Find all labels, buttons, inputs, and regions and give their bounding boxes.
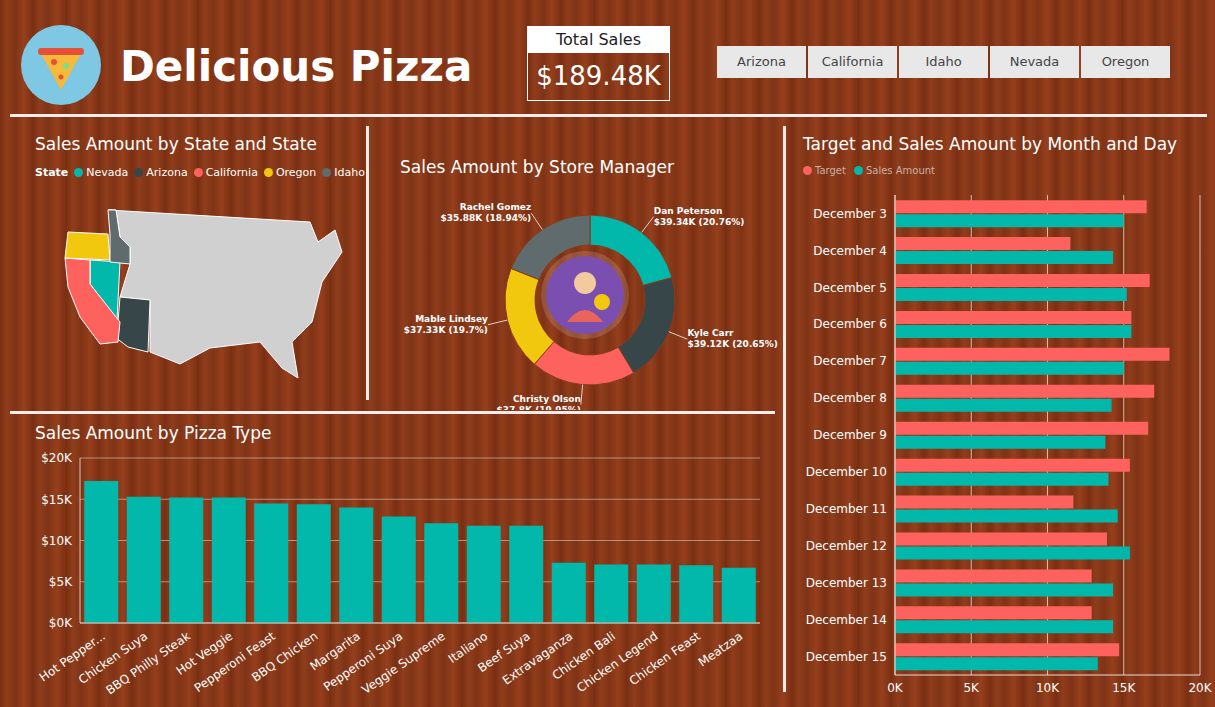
- svg-text:December 4: December 4: [813, 244, 887, 258]
- svg-text:5K: 5K: [963, 681, 980, 695]
- html-text:Target and Sales Amount by Mon: Target and Sales Amount by Month and Day: [803, 134, 1178, 154]
- svg-text:Christy Olson$37.8K (19.95%): Christy Olson$37.8K (19.95%): [497, 394, 581, 410]
- html-text:Arizona: Arizona: [737, 54, 786, 69]
- svg-text:BBQ Chicken: BBQ Chicken: [249, 629, 320, 685]
- svg-text:Hot Veggie: Hot Veggie: [173, 629, 236, 678]
- svg-text:10K: 10K: [1036, 681, 1060, 695]
- svg-text:December 11: December 11: [806, 502, 887, 516]
- svg-text:$15K: $15K: [41, 493, 73, 507]
- svg-text:Meatzaa: Meatzaa: [696, 629, 746, 670]
- svg-text:Mable Lindsey$37.33K (19.7%): Mable Lindsey$37.33K (19.7%): [404, 314, 488, 335]
- html-text:Oregon: Oregon: [1101, 54, 1150, 69]
- svg-text:Beef Suya: Beef Suya: [475, 629, 533, 676]
- svg-text:December 9: December 9: [813, 428, 887, 442]
- html-text:Nevada: Nevada: [86, 166, 129, 179]
- html-text:Idaho: Idaho: [925, 54, 962, 69]
- svg-text:Chicken Feast: Chicken Feast: [627, 629, 703, 688]
- html-text:Nevada: Nevada: [1009, 54, 1060, 69]
- svg-text:Italiano: Italiano: [445, 629, 491, 666]
- svg-text:Chicken Suya: Chicken Suya: [76, 629, 151, 687]
- svg-text:Extravaganza: Extravaganza: [500, 629, 575, 688]
- svg-text:$5K: $5K: [49, 575, 73, 589]
- svg-text:December 7: December 7: [813, 354, 887, 368]
- html-text:California: California: [821, 54, 884, 69]
- svg-text:December 10: December 10: [806, 465, 887, 479]
- svg-text:December 6: December 6: [813, 317, 887, 331]
- html-text:Arizona: Arizona: [146, 166, 188, 179]
- svg-text:Chicken Legend: Chicken Legend: [574, 629, 661, 696]
- svg-text:December 5: December 5: [813, 281, 887, 295]
- html-text:Sales Amount by State and Stat: Sales Amount by State and State: [35, 134, 317, 154]
- svg-text:$10K: $10K: [41, 534, 73, 548]
- svg-text:20K: 20K: [1188, 681, 1207, 695]
- svg-text:December 12: December 12: [806, 539, 887, 553]
- svg-text:December 8: December 8: [813, 391, 887, 405]
- html-text:California: California: [205, 166, 258, 179]
- html-text:Sales Amount: Sales Amount: [865, 165, 935, 176]
- svg-text:BBQ Philly Steak: BBQ Philly Steak: [103, 629, 193, 698]
- html-text:$189.48K: $189.48K: [536, 61, 661, 91]
- svg-text:Pepperoni Suya: Pepperoni Suya: [320, 629, 406, 694]
- html-text:Oregon: Oregon: [275, 166, 317, 179]
- svg-text:Chicken Bali: Chicken Bali: [549, 629, 618, 683]
- svg-text:December 13: December 13: [806, 576, 887, 590]
- svg-text:0K: 0K: [887, 681, 904, 695]
- html-text:State: State: [35, 166, 69, 179]
- svg-text:Margarita: Margarita: [307, 629, 363, 674]
- svg-text:$0K: $0K: [49, 616, 73, 630]
- svg-text:Veggie Supreme: Veggie Supreme: [359, 629, 448, 697]
- svg-text:December 3: December 3: [813, 207, 887, 221]
- html-text:Delicious Pizza: Delicious Pizza: [120, 42, 473, 91]
- svg-text:Pepperoni Feast: Pepperoni Feast: [191, 629, 278, 696]
- svg-text:$20K: $20K: [41, 451, 73, 465]
- svg-text:December 15: December 15: [806, 650, 887, 664]
- html-text:Total Sales: Total Sales: [556, 30, 641, 49]
- html-text:Target: Target: [815, 165, 846, 176]
- svg-text:15K: 15K: [1112, 681, 1136, 695]
- svg-text:Kyle Carr$39.12K (20.65%): Kyle Carr$39.12K (20.65%): [687, 328, 778, 349]
- html-text:Sales Amount by Store Manager: Sales Amount by Store Manager: [400, 157, 674, 177]
- svg-text:Dan Peterson$39.34K (20.76%): Dan Peterson$39.34K (20.76%): [654, 206, 745, 227]
- svg-text:December 14: December 14: [806, 613, 887, 627]
- html-text:Idaho: Idaho: [334, 166, 365, 179]
- html-text:Sales Amount by Pizza Type: Sales Amount by Pizza Type: [35, 423, 272, 443]
- svg-text:Hot Pepper...: Hot Pepper...: [36, 629, 108, 685]
- svg-text:Rachel Gomez$35.88K (18.94%): Rachel Gomez$35.88K (18.94%): [441, 202, 532, 223]
